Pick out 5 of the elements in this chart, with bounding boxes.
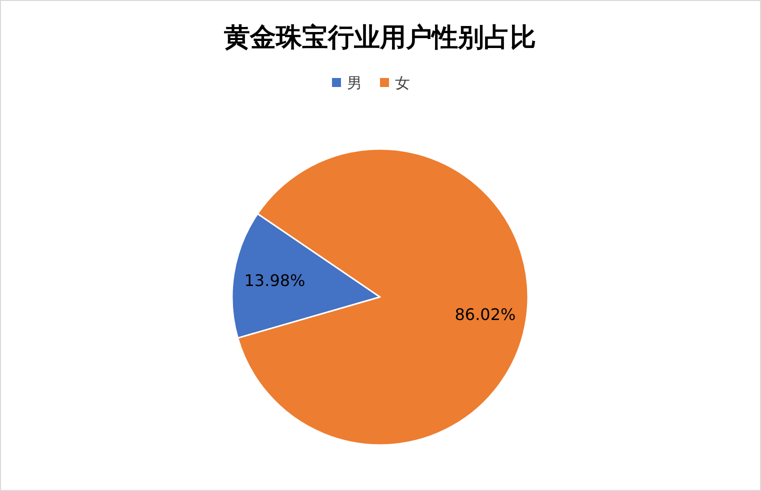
chart-title: 黄金珠宝行业用户性别占比 [223, 23, 536, 53]
data-label: 13.98% [244, 271, 306, 290]
legend-label: 女 [395, 74, 410, 92]
data-label: 86.02% [454, 304, 516, 324]
legend-label: 男 [347, 74, 362, 92]
